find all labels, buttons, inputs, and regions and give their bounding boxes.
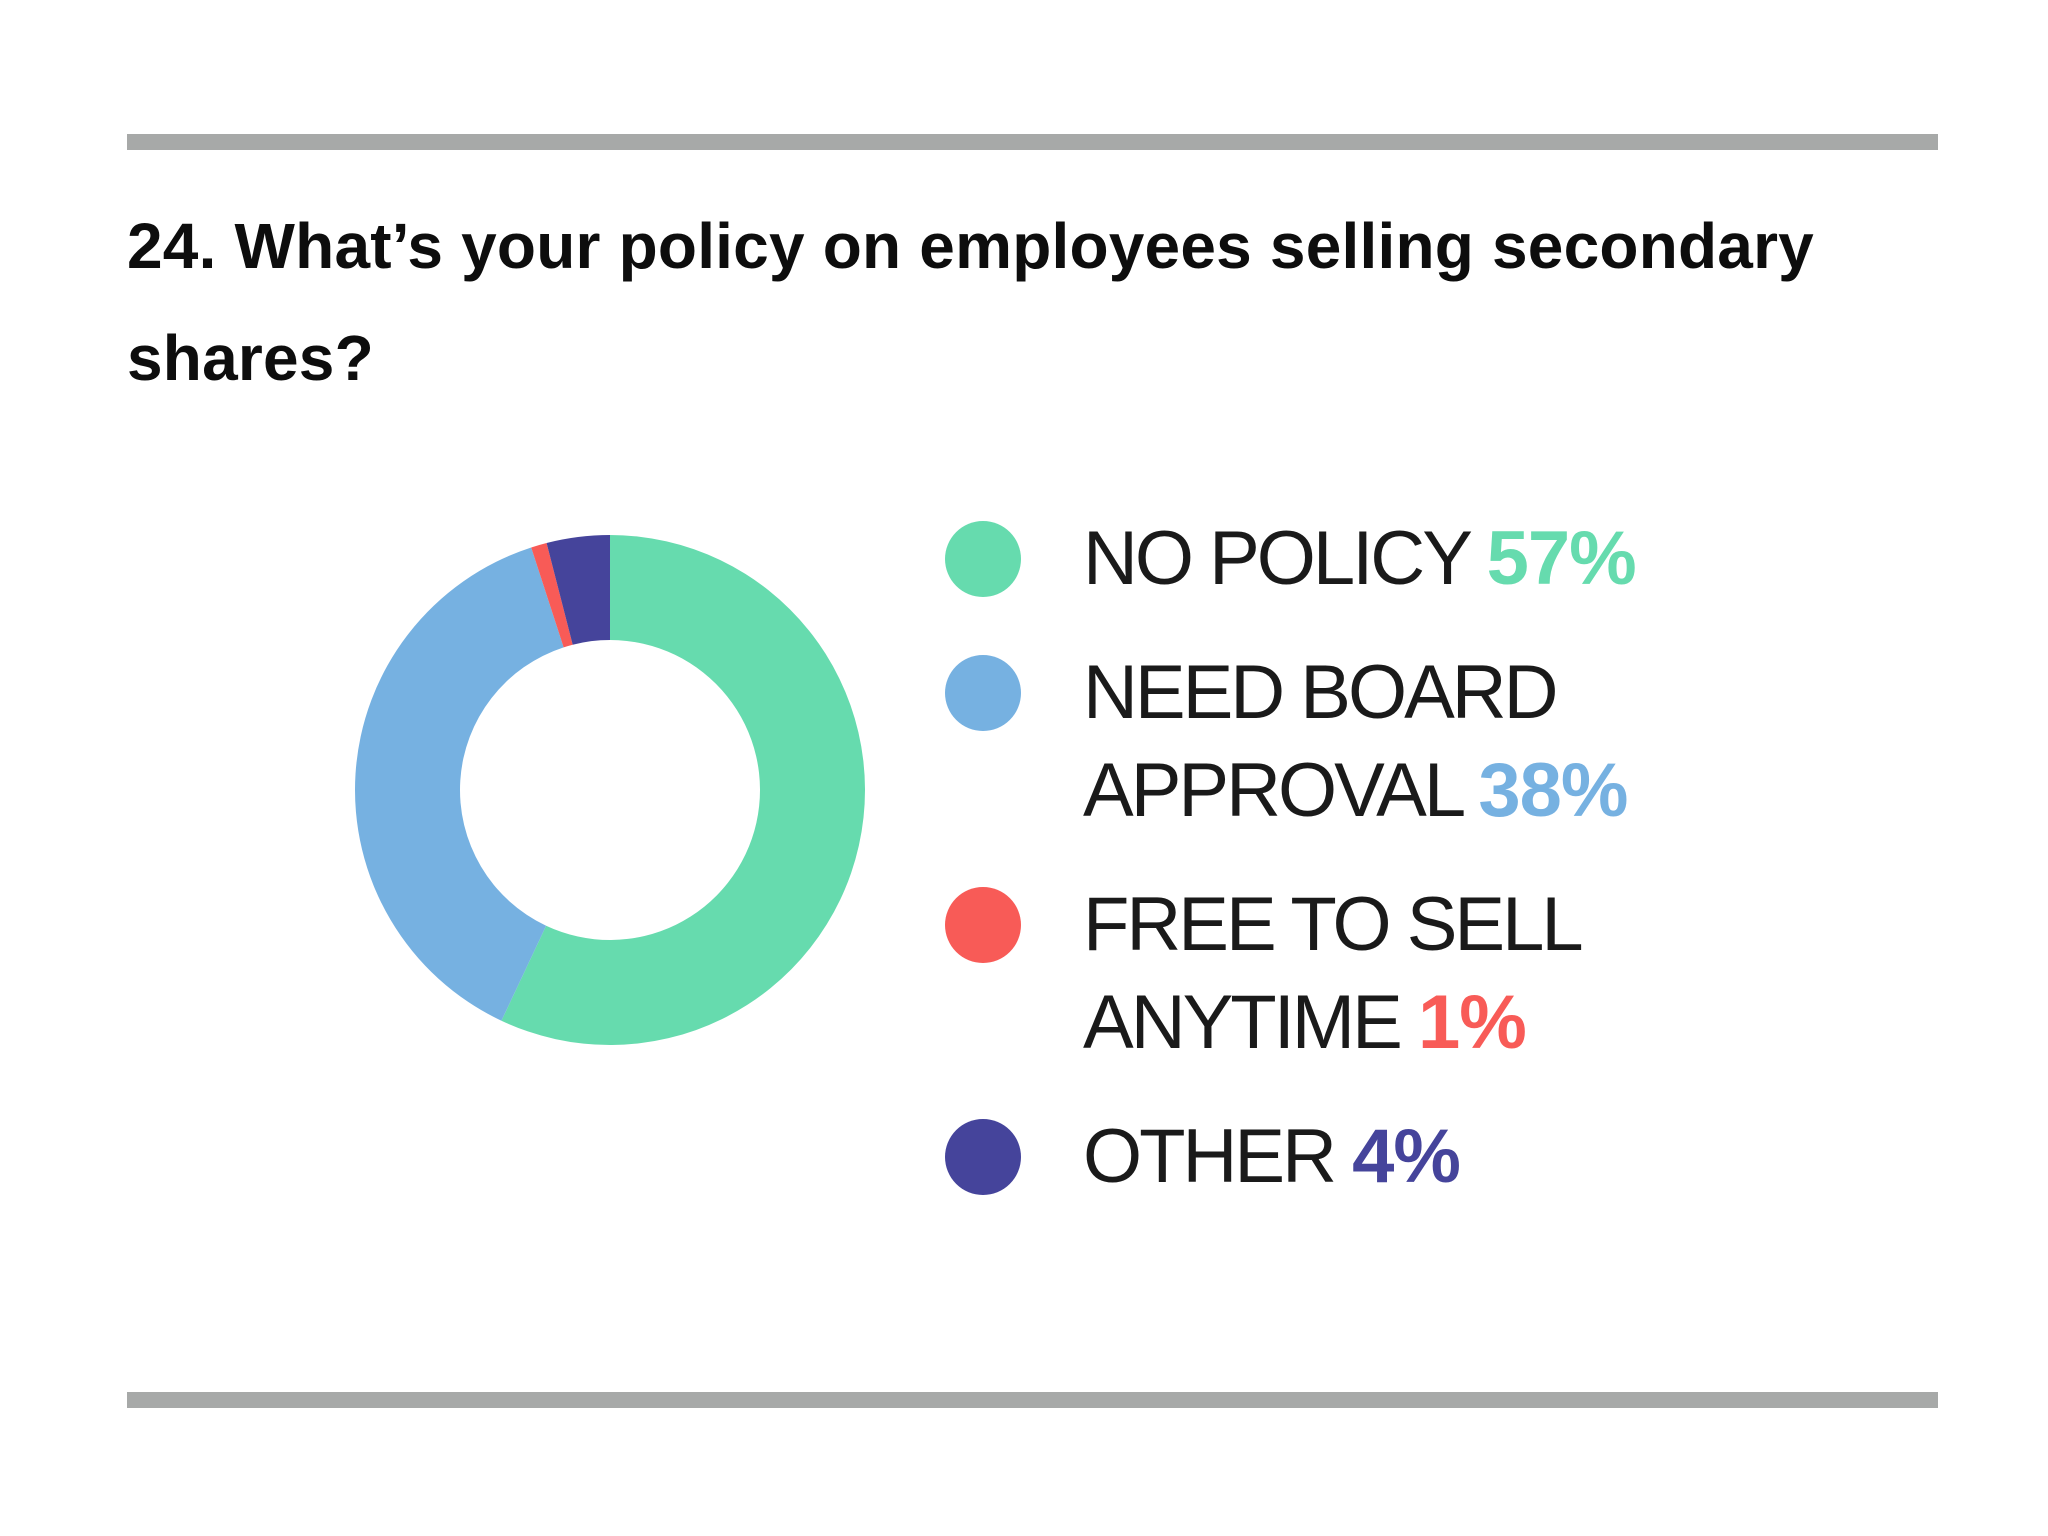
legend-swatch-no-policy: [945, 521, 1021, 597]
legend-value: 4%: [1352, 1114, 1461, 1199]
donut-slice-need-board-approval: [354, 547, 564, 1021]
legend-label: FREE TO SELL: [1083, 882, 1584, 967]
legend-line: FREE TO SELL: [1083, 876, 1584, 974]
chart-title: 24. What’s your policy on employees sell…: [127, 210, 1814, 394]
legend-swatch-other: [945, 1119, 1021, 1195]
legend-swatch-need-board-approval: [945, 655, 1021, 731]
top-divider: [127, 134, 1938, 150]
bottom-divider: [127, 1392, 1938, 1408]
legend-label: NO POLICY: [1083, 516, 1472, 601]
legend-label: APPROVAL: [1083, 748, 1463, 833]
legend-swatch-free-to-sell-anytime: [945, 887, 1021, 963]
legend-line: NEED BOARD: [1083, 644, 1559, 742]
donut-slice-other: [546, 535, 610, 645]
legend-line: OTHER 4%: [1083, 1108, 1461, 1206]
legend-value: 38%: [1478, 748, 1628, 833]
legend-line: ANYTIME 1%: [1083, 974, 1527, 1072]
legend-label: ANYTIME: [1083, 980, 1403, 1065]
legend-line: APPROVAL 38%: [1083, 742, 1629, 840]
legend-label: NEED BOARD: [1083, 650, 1559, 735]
donut-slice-no-policy: [501, 535, 865, 1045]
legend-label: OTHER: [1083, 1114, 1337, 1199]
legend-value: 57%: [1486, 516, 1637, 601]
legend-value: 1%: [1417, 980, 1527, 1065]
donut-chart: [354, 535, 865, 1045]
legend-line: NO POLICY 57%: [1083, 510, 1637, 608]
donut-slice-free-to-sell-anytime: [531, 543, 573, 648]
